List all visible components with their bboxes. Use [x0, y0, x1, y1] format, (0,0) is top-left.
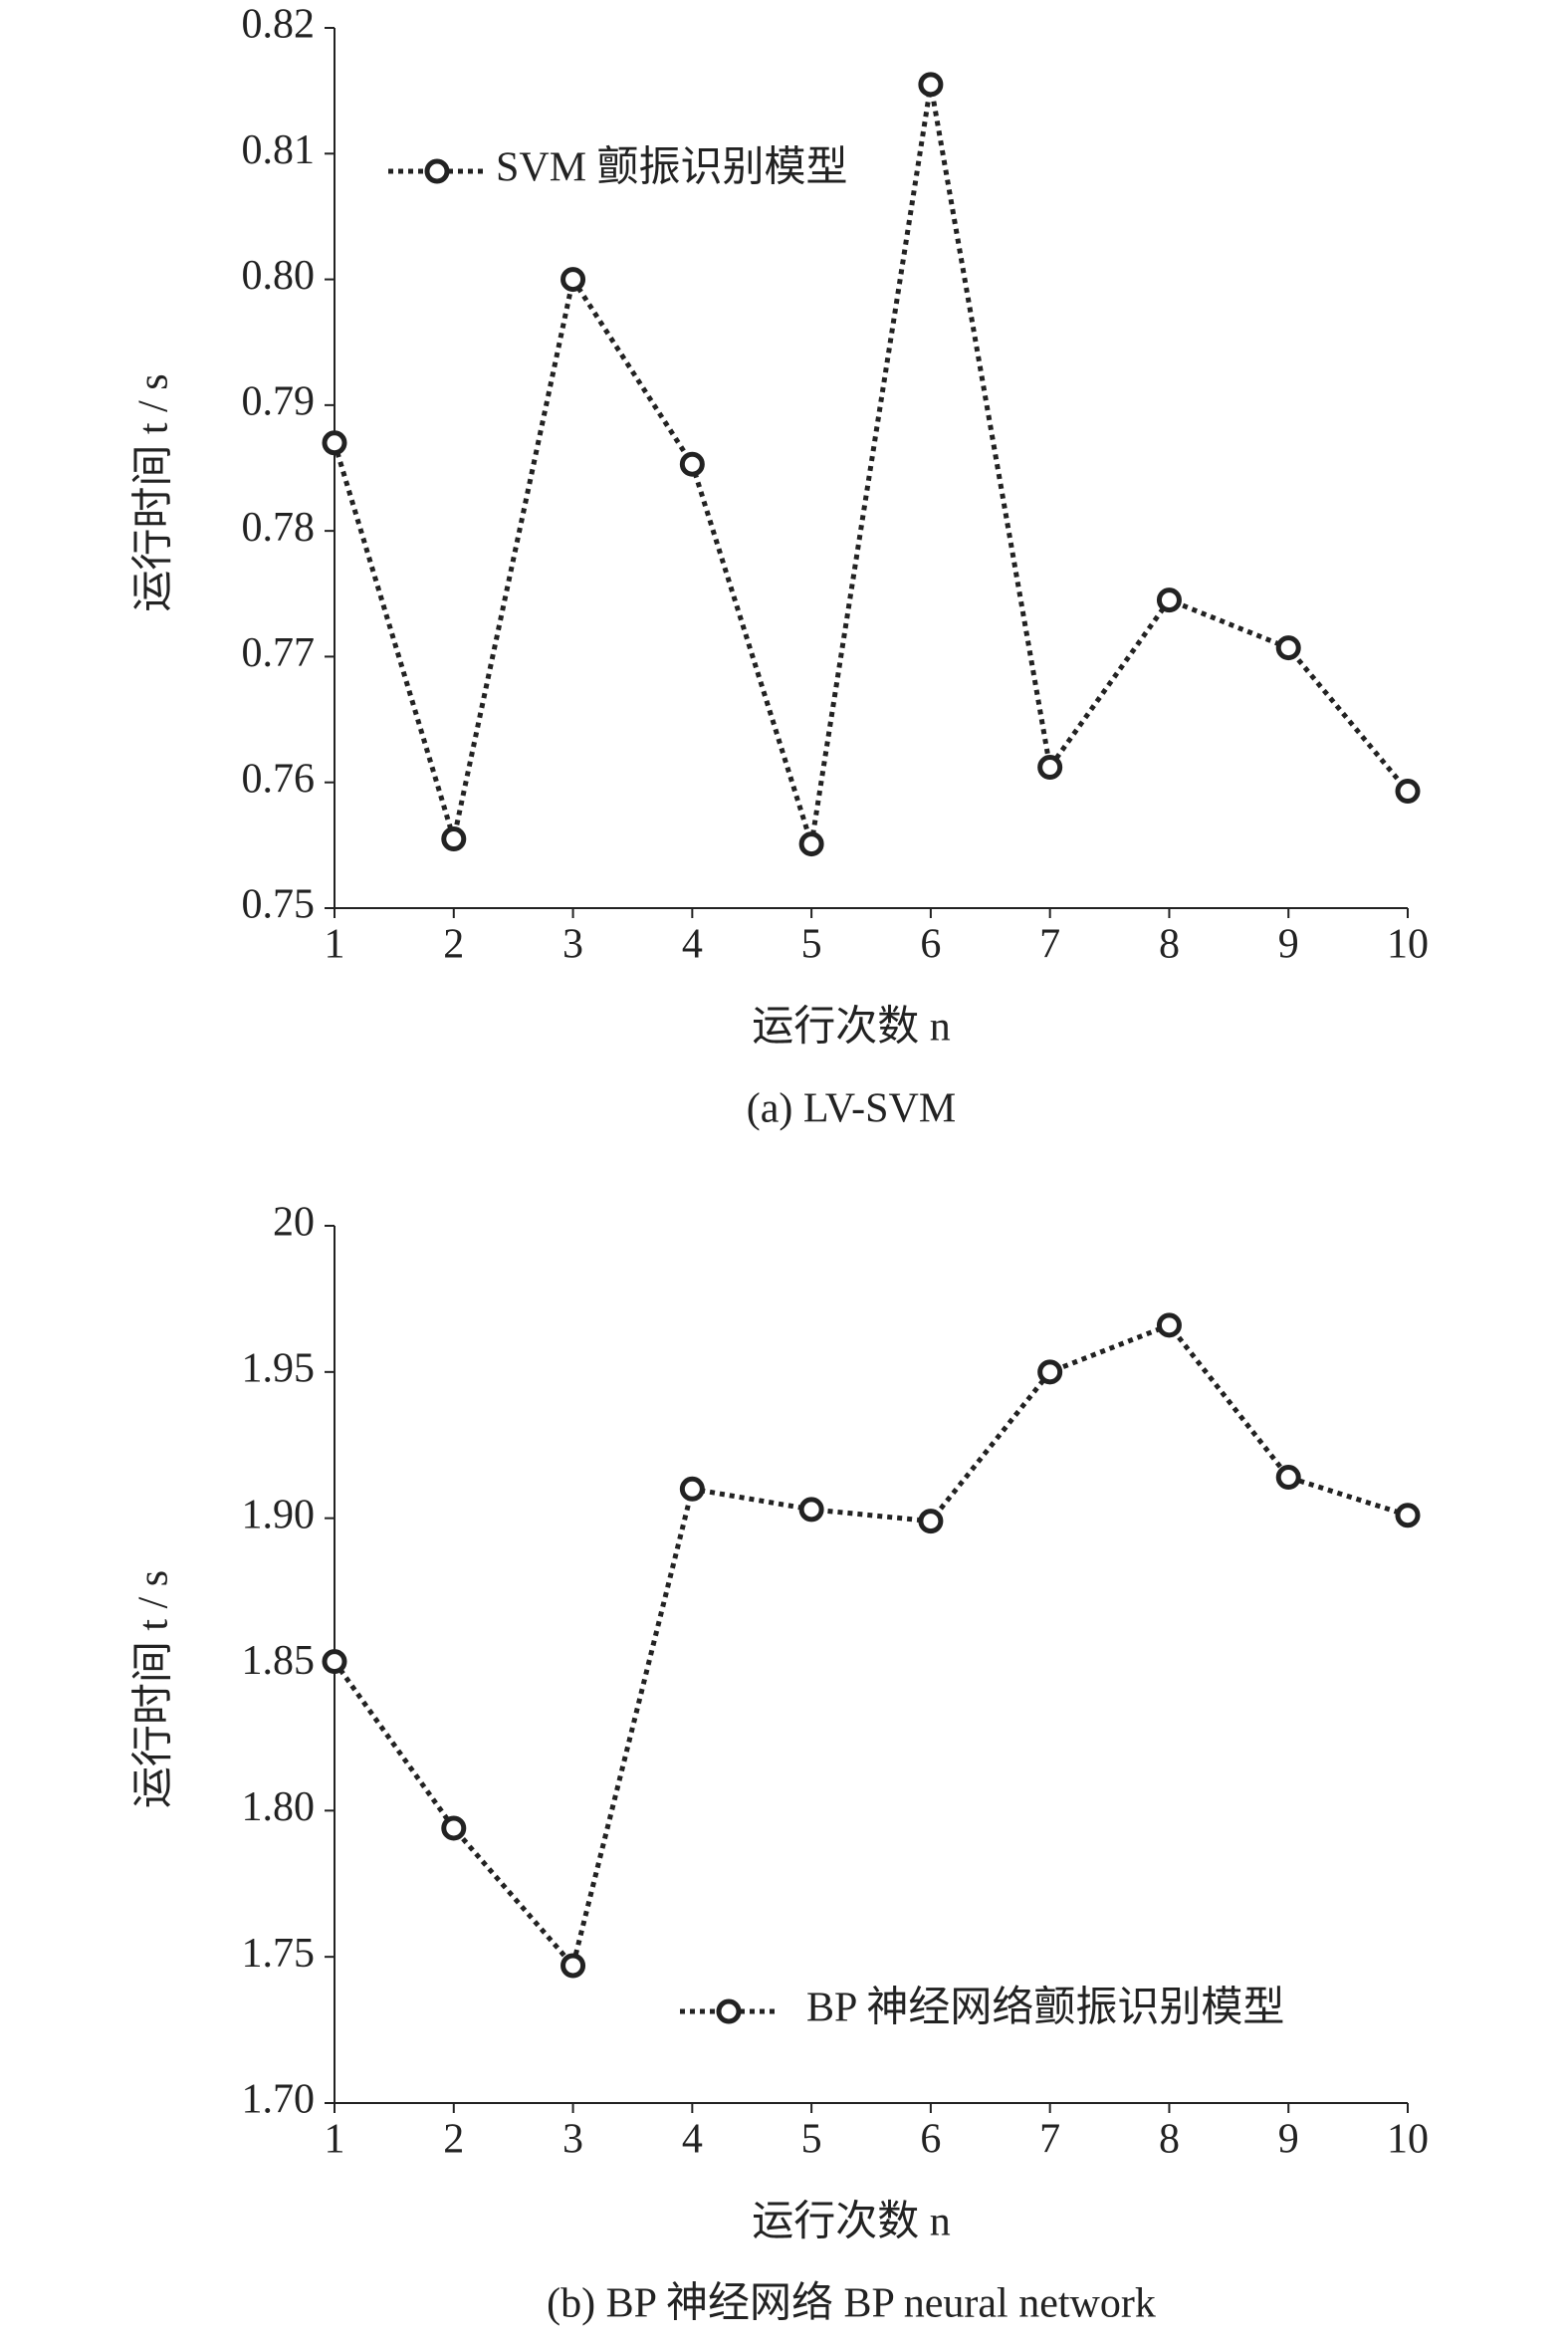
marker [798, 831, 824, 857]
marker [1395, 1503, 1421, 1528]
x-tick-label: 2 [443, 922, 464, 968]
x-tick-label: 4 [682, 922, 703, 968]
caption: (a) LV-SVM [747, 1086, 956, 1132]
y-tick-label: 0.79 [242, 378, 316, 424]
marker [679, 451, 705, 477]
marker [679, 1476, 705, 1502]
x-tick-label: 5 [801, 922, 822, 968]
y-tick-label: 1.70 [242, 2077, 316, 2123]
y-tick-label: 1.90 [242, 1492, 316, 1537]
y-tick-label: 1.80 [242, 1784, 316, 1830]
x-tick-label: 9 [1278, 2117, 1299, 2163]
marker [322, 1649, 347, 1675]
x-tick-label: 4 [682, 2117, 703, 2163]
x-tick-label: 2 [443, 2117, 464, 2163]
marker [1275, 1465, 1301, 1491]
y-tick-label: 0.75 [242, 882, 316, 928]
marker [1156, 587, 1182, 613]
x-tick-label: 10 [1387, 922, 1429, 968]
x-tick-label: 9 [1278, 922, 1299, 968]
x-axis-label: 运行次数 n [752, 1005, 951, 1051]
marker [1395, 779, 1421, 805]
y-tick-label: 1.75 [242, 1931, 316, 1977]
y-tick-label: 0.76 [242, 756, 316, 802]
x-tick-label: 5 [801, 2117, 822, 2163]
y-axis-label: 运行时间 t / s [131, 1570, 177, 1808]
marker [1156, 1312, 1182, 1338]
x-tick-label: 7 [1039, 922, 1060, 968]
x-tick-label: 1 [325, 2117, 345, 2163]
x-tick-label: 3 [562, 2117, 583, 2163]
marker [560, 1953, 586, 1979]
y-tick-label: 0.77 [242, 630, 316, 676]
marker [1037, 1359, 1063, 1385]
y-tick-label: 1.95 [242, 1345, 316, 1391]
marker [1037, 755, 1063, 781]
marker [441, 1815, 467, 1841]
y-tick-label: 0.80 [242, 253, 316, 299]
x-axis-label: 运行次数 n [752, 2200, 951, 2245]
y-tick-label: 0.82 [242, 2, 316, 48]
x-tick-label: 3 [562, 922, 583, 968]
series-line [332, 84, 1410, 845]
y-tick-label: 0.78 [242, 505, 316, 551]
marker [560, 267, 586, 293]
y-tick-label: 0.81 [242, 127, 316, 173]
caption: (b) BP 神经网络 BP neural network [547, 2280, 1156, 2327]
legend-marker [424, 158, 450, 184]
x-tick-label: 6 [920, 2117, 941, 2163]
x-tick-label: 10 [1387, 2117, 1429, 2163]
legend-label: SVM 颤振识别模型 [496, 145, 848, 191]
legend-label: BP 神经网络颤振识别模型 [806, 1985, 1284, 2031]
legend-marker [716, 1998, 742, 2024]
marker [798, 1497, 824, 1523]
y-axis-label: 运行时间 t / s [131, 373, 177, 611]
x-tick-label: 8 [1159, 922, 1180, 968]
y-tick-label: 20 [273, 1200, 315, 1246]
x-tick-label: 6 [920, 922, 941, 968]
marker [1275, 635, 1301, 661]
marker [441, 826, 467, 852]
y-tick-label: 1.85 [242, 1638, 316, 1684]
x-tick-label: 8 [1159, 2117, 1180, 2163]
x-tick-label: 7 [1039, 2117, 1060, 2163]
marker [322, 430, 347, 456]
x-tick-label: 1 [325, 922, 345, 968]
marker [918, 1509, 944, 1534]
series-line [332, 1321, 1409, 1972]
marker [918, 72, 944, 98]
